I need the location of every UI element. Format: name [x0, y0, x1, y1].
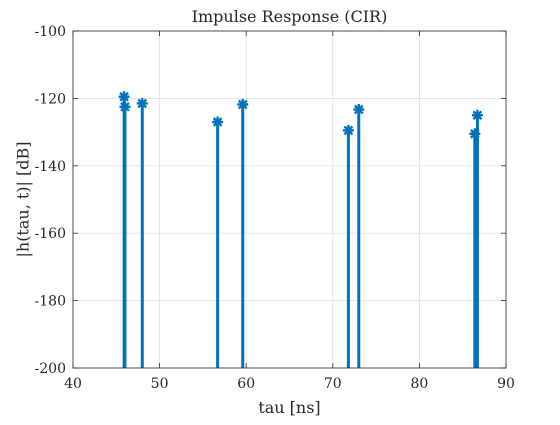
- stem-marker: [237, 98, 249, 110]
- stem-marker: [212, 116, 224, 128]
- stem-marker: [471, 109, 483, 121]
- x-tick-label: 50: [151, 376, 169, 392]
- chart-title: Impulse Response (CIR): [192, 7, 388, 26]
- stems: [118, 91, 483, 368]
- x-tick-label: 40: [64, 376, 82, 392]
- y-tick-label: -120: [35, 91, 66, 107]
- y-tick-label: -100: [35, 24, 66, 40]
- x-tick-label: 70: [324, 376, 342, 392]
- stem-marker: [136, 97, 148, 109]
- y-tick-label: -160: [35, 226, 66, 242]
- x-tick-label: 90: [497, 376, 515, 392]
- y-axis-label: |h(tau, t)| [dB]: [14, 141, 33, 257]
- x-axis-label: tau [ns]: [258, 398, 320, 417]
- ticks: 40 50 60 70 80 90 -200 -180 -160 -140 -120 -100: [35, 24, 515, 392]
- stem-marker: [119, 101, 131, 113]
- stem-marker: [353, 104, 365, 116]
- x-tick-label: 80: [410, 376, 428, 392]
- plot-frame: [72, 30, 507, 369]
- stem-marker: [342, 124, 354, 136]
- x-tick-label: 60: [237, 376, 255, 392]
- y-tick-label: -180: [35, 294, 66, 310]
- y-tick-label: -200: [35, 361, 66, 377]
- stem-marker: [118, 91, 130, 103]
- y-tick-label: -140: [35, 159, 66, 175]
- plot-background: [73, 31, 506, 368]
